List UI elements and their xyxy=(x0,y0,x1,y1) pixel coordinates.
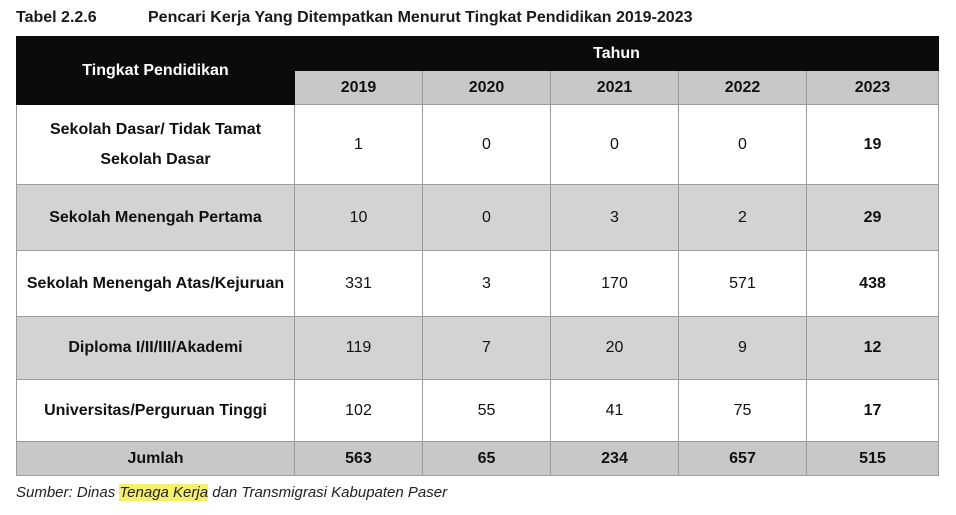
year-header: 2020 xyxy=(422,70,551,105)
year-header: 2021 xyxy=(550,70,679,105)
row-label: Sekolah Menengah Atas/Kejuruan xyxy=(16,250,295,317)
total-label: Jumlah xyxy=(16,441,295,476)
total-cell: 65 xyxy=(422,441,551,476)
table-cell: 438 xyxy=(805,250,940,317)
table-title: Pencari Kerja Yang Ditempatkan Menurut T… xyxy=(148,9,693,26)
table-cell: 0 xyxy=(422,184,551,251)
table-row: Diploma I/II/III/Akademi 119 7 20 9 12 xyxy=(16,316,940,380)
table-cell: 41 xyxy=(550,379,679,442)
year-header: 2019 xyxy=(294,70,423,105)
table-cell: 3 xyxy=(550,184,679,251)
table-cell: 7 xyxy=(422,316,551,380)
table-cell: 55 xyxy=(422,379,551,442)
table-cell: 10 xyxy=(294,184,423,251)
year-header: 2023 xyxy=(805,70,940,105)
header-row-years: 2019 2020 2021 2022 2023 xyxy=(17,70,940,105)
table-cell: 102 xyxy=(294,379,423,442)
table-number: Tabel 2.2.6 xyxy=(16,9,97,26)
table-cell: 20 xyxy=(550,316,679,380)
total-cell: 515 xyxy=(805,441,940,476)
source-note: Sumber: Dinas Tenaga Kerja dan Transmigr… xyxy=(16,484,447,501)
row-label: Sekolah Dasar/ Tidak Tamat Sekolah Dasar xyxy=(16,104,295,185)
group-header-cell: Tahun xyxy=(293,36,940,71)
table-cell: 0 xyxy=(678,104,807,185)
total-cell: 657 xyxy=(678,441,807,476)
source-highlight: Tenaga Kerja xyxy=(119,484,209,501)
table-cell: 12 xyxy=(805,316,940,380)
row-label: Sekolah Menengah Pertama xyxy=(16,184,295,251)
source-suffix: dan Transmigrasi Kabupaten Paser xyxy=(208,484,448,501)
table-cell: 19 xyxy=(805,104,940,185)
table-cell: 0 xyxy=(550,104,679,185)
table-cell: 2 xyxy=(678,184,807,251)
table-cell: 17 xyxy=(805,379,940,442)
row-label: Diploma I/II/III/Akademi xyxy=(16,316,295,380)
table-cell: 75 xyxy=(678,379,807,442)
table-cell: 0 xyxy=(422,104,551,185)
table-caption: Tabel 2.2.6 Pencari Kerja Yang Ditempatk… xyxy=(16,6,693,30)
table-cell: 3 xyxy=(422,250,551,317)
table-cell: 119 xyxy=(294,316,423,380)
table-cell: 331 xyxy=(294,250,423,317)
table-row: Sekolah Menengah Pertama 10 0 3 2 29 xyxy=(16,184,940,251)
table-row: Sekolah Menengah Atas/Kejuruan 331 3 170… xyxy=(16,250,940,317)
table-cell: 571 xyxy=(678,250,807,317)
table-row: Universitas/Perguruan Tinggi 102 55 41 7… xyxy=(16,379,940,442)
year-header: 2022 xyxy=(678,70,807,105)
table-cell: 9 xyxy=(678,316,807,380)
source-prefix: Sumber: Dinas xyxy=(16,484,120,501)
table-cell: 29 xyxy=(805,184,940,251)
table-row: Sekolah Dasar/ Tidak Tamat Sekolah Dasar… xyxy=(16,104,940,185)
row-label: Universitas/Perguruan Tinggi xyxy=(16,379,295,442)
education-table: Tingkat Pendidikan Tahun 2019 2020 2021 … xyxy=(16,36,940,476)
table-cell: 1 xyxy=(294,104,423,185)
total-cell: 234 xyxy=(550,441,679,476)
total-cell: 563 xyxy=(294,441,423,476)
row-header-cell: Tingkat Pendidikan xyxy=(16,36,295,105)
table-cell: 170 xyxy=(550,250,679,317)
total-row: Jumlah 563 65 234 657 515 xyxy=(16,441,940,476)
header-row-top: Tingkat Pendidikan Tahun xyxy=(16,36,940,105)
